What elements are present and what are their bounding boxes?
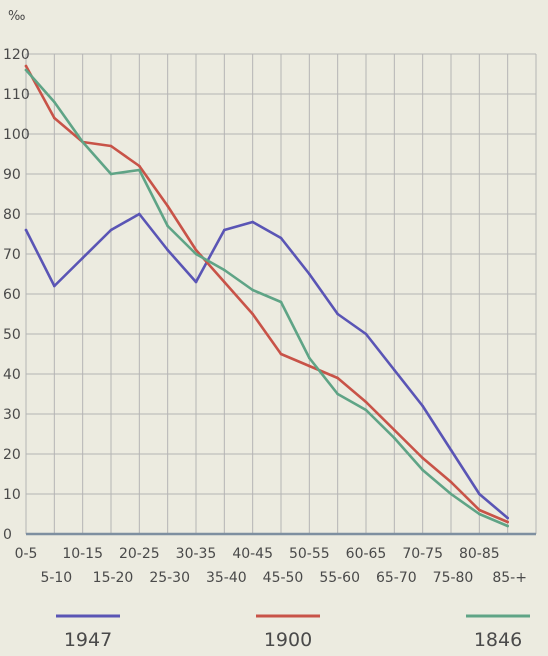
legend-label: 1846 — [474, 629, 522, 651]
data-point-1947 — [336, 312, 339, 316]
y-unit-label: ‰ — [8, 9, 25, 24]
x-tick-label: 25-30 — [149, 570, 190, 586]
data-point-1947 — [478, 492, 481, 496]
x-tick-label: 20-25 — [119, 546, 160, 562]
x-tick-label: 85-+ — [492, 570, 527, 586]
x-tick-label: 70-75 — [402, 546, 443, 562]
data-point-1947 — [506, 516, 509, 520]
data-point-1947 — [53, 284, 56, 288]
y-tick-label: 40 — [3, 367, 21, 383]
data-point-1900 — [251, 312, 254, 316]
data-point-1846 — [223, 268, 226, 272]
data-point-1846 — [336, 392, 339, 396]
y-tick-label: 0 — [3, 527, 12, 543]
data-point-1947 — [166, 248, 169, 252]
legend-label: 1947 — [64, 629, 112, 651]
data-point-1846 — [279, 300, 283, 304]
data-point-1947 — [364, 332, 368, 336]
data-point-1846 — [308, 356, 311, 360]
data-point-1947 — [421, 404, 424, 408]
data-point-1900 — [393, 428, 396, 432]
y-tick-label: 80 — [3, 207, 21, 223]
data-point-1846 — [449, 492, 453, 496]
x-tick-label: 5-10 — [40, 570, 72, 586]
data-point-1900 — [223, 280, 226, 284]
series-line-1947 — [24, 212, 509, 520]
y-tick-label: 50 — [3, 327, 21, 343]
data-point-1947 — [308, 272, 311, 276]
x-tick-label: 10-15 — [62, 546, 103, 562]
x-tick-label: 30-35 — [176, 546, 217, 562]
y-tick-label: 120 — [3, 47, 30, 63]
y-tick-label: 90 — [3, 167, 21, 183]
data-point-1947 — [279, 236, 283, 240]
x-tick-label: 65-70 — [376, 570, 417, 586]
data-point-1900 — [364, 400, 368, 404]
data-point-1900 — [138, 164, 141, 168]
y-tick-label: 10 — [3, 487, 21, 503]
data-point-1947 — [449, 448, 453, 452]
data-point-1900 — [194, 248, 198, 252]
x-tick-label: 35-40 — [206, 570, 247, 586]
data-point-1846 — [109, 172, 113, 176]
x-tick-label: 60-65 — [346, 546, 387, 562]
data-point-1900 — [279, 352, 283, 356]
data-point-1947 — [223, 228, 226, 232]
data-point-1846 — [53, 100, 56, 104]
y-tick-label: 60 — [3, 287, 21, 303]
x-tick-label: 45-50 — [263, 570, 304, 586]
data-point-1947 — [24, 228, 28, 232]
data-point-1947 — [81, 256, 84, 260]
y-tick-label: 30 — [3, 407, 21, 423]
data-point-1900 — [166, 204, 169, 208]
data-point-1900 — [109, 144, 113, 148]
x-tick-label: 40-45 — [232, 546, 273, 562]
data-point-1947 — [251, 220, 254, 224]
data-point-1900 — [308, 364, 311, 368]
data-point-1900 — [53, 116, 56, 120]
data-point-1846 — [393, 436, 396, 440]
x-tick-label: 75-80 — [433, 570, 474, 586]
data-point-1846 — [194, 252, 198, 256]
data-point-1947 — [393, 368, 396, 372]
data-point-1846 — [166, 224, 169, 228]
data-point-1846 — [24, 68, 28, 72]
data-point-1846 — [81, 140, 84, 144]
data-point-1947 — [194, 280, 198, 284]
y-tick-label: 110 — [3, 87, 30, 103]
data-point-1900 — [24, 64, 28, 68]
x-tick-label: 15-20 — [93, 570, 134, 586]
x-tick-label: 80-85 — [459, 546, 500, 562]
x-tick-label: 55-60 — [319, 570, 360, 586]
y-tick-label: 20 — [3, 447, 21, 463]
data-point-1900 — [449, 480, 453, 484]
data-point-1900 — [478, 508, 481, 512]
legend-label: 1900 — [264, 629, 312, 651]
x-tick-label: 50-55 — [289, 546, 330, 562]
data-point-1846 — [421, 468, 424, 472]
y-tick-label: 100 — [3, 127, 30, 143]
x-tick-label: 0-5 — [15, 546, 38, 562]
y-tick-label: 70 — [3, 247, 21, 263]
data-point-1846 — [478, 512, 481, 516]
series-line-1846 — [24, 68, 509, 528]
data-point-1846 — [506, 524, 509, 528]
series-line-1900 — [24, 64, 509, 524]
data-point-1846 — [251, 288, 254, 292]
data-point-1947 — [138, 212, 141, 216]
data-point-1947 — [109, 228, 113, 232]
data-point-1846 — [364, 408, 368, 412]
data-point-1900 — [421, 456, 424, 460]
data-point-1900 — [506, 520, 509, 524]
data-point-1846 — [138, 168, 141, 172]
data-point-1900 — [336, 376, 339, 380]
